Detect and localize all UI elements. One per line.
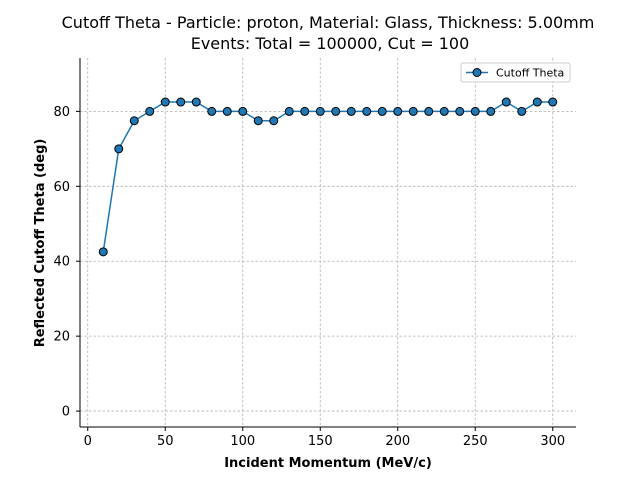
data-point — [455, 106, 465, 116]
data-point — [315, 106, 325, 116]
data-point — [129, 116, 139, 126]
y-tick-label: 60 — [53, 180, 70, 195]
legend-entry-label: Cutoff Theta — [496, 67, 564, 80]
x-axis-label: Incident Momentum (MeV/c) — [224, 456, 432, 471]
data-point — [470, 106, 480, 116]
data-point — [253, 116, 263, 126]
x-tick-label: 100 — [230, 434, 255, 449]
x-tick-label: 150 — [308, 434, 333, 449]
data-point — [238, 106, 248, 116]
chart-title: Cutoff Theta - Particle: proton, Materia… — [62, 13, 595, 32]
y-tick-label: 0 — [62, 405, 70, 420]
x-tick-label: 250 — [463, 434, 488, 449]
y-axis-label: Reflected Cutoff Theta (deg) — [33, 139, 48, 348]
data-point — [532, 97, 542, 107]
data-point — [424, 106, 434, 116]
y-tick-label: 80 — [53, 105, 70, 120]
data-point — [408, 106, 418, 116]
data-point — [269, 116, 279, 126]
data-point — [331, 106, 341, 116]
series-layer — [98, 97, 558, 257]
x-tick-label: 300 — [540, 434, 565, 449]
grid-layer — [80, 58, 576, 427]
y-tick-label: 40 — [53, 255, 70, 270]
data-point — [346, 106, 356, 116]
data-point — [517, 106, 527, 116]
data-point — [300, 106, 310, 116]
data-point — [362, 106, 372, 116]
axes-layer — [79, 58, 576, 428]
y-tick-label: 20 — [53, 330, 70, 345]
data-point — [393, 106, 403, 116]
data-point — [548, 97, 558, 107]
data-point — [114, 144, 124, 154]
data-point — [486, 106, 496, 116]
data-point — [284, 106, 294, 116]
data-point — [222, 106, 232, 116]
legend-marker-swatch — [472, 68, 482, 77]
x-tick-label: 50 — [157, 434, 174, 449]
data-point — [377, 106, 387, 116]
data-point — [160, 97, 170, 107]
x-tick-label: 0 — [84, 434, 92, 449]
data-point — [191, 97, 201, 107]
data-point — [207, 106, 217, 116]
chart-subtitle: Events: Total = 100000, Cut = 100 — [191, 34, 470, 53]
data-point — [176, 97, 186, 107]
legend: Cutoff Theta — [460, 62, 571, 83]
data-point — [145, 106, 155, 116]
data-point — [98, 247, 108, 257]
legend-frame — [460, 62, 571, 83]
x-tick-label: 200 — [385, 434, 410, 449]
data-point — [439, 106, 449, 116]
data-point — [501, 97, 511, 107]
ticks-layer: 0 50 100 150 200 250 300 0 20 40 60 80 — [53, 105, 565, 449]
